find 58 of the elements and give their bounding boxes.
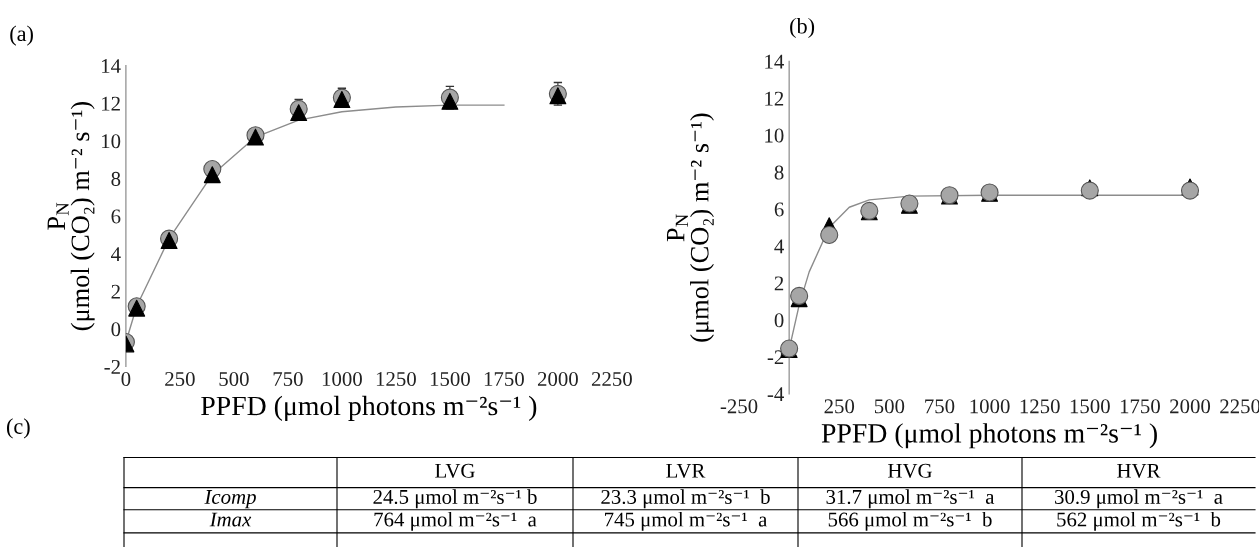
x-tick-label: 500 — [219, 371, 249, 387]
category-label: LVR — [666, 463, 706, 478]
y-axis-title: P$_{N}$ (μmol (CO₂) m⁻² s⁻¹) — [666, 113, 714, 342]
y-tick-label: 4 — [111, 247, 121, 261]
x-tick-label: 1000 — [322, 371, 362, 387]
x-tick-label: 250 — [165, 371, 195, 387]
y-tick-label: 0 — [111, 322, 121, 337]
text: 562 μmol m⁻²s⁻¹ b — [1057, 511, 1221, 531]
y-tick-label: 10 — [765, 128, 784, 143]
y-axis-title: P$_{N}$ (μmol (CO₂) m⁻² s⁻¹) — [47, 101, 95, 331]
category-label: LVG — [435, 463, 475, 478]
text: 24.5 μmol m⁻²s⁻¹ b — [373, 489, 537, 509]
y-tick-label: 12 — [765, 91, 784, 106]
text: 566 μmol m⁻²s⁻¹ b — [828, 511, 992, 531]
y-tick-label: 14 — [765, 54, 784, 69]
category-label: Imax — [209, 512, 252, 527]
x-tick-label: 2250 — [591, 371, 632, 387]
x-tick-label: 250 — [824, 399, 855, 414]
x-tick-label: 1500 — [430, 371, 470, 387]
x-tick-label: 500 — [874, 399, 905, 414]
text: 764 μmol m⁻²s⁻¹ a — [374, 511, 537, 531]
y-tick-label: 6 — [774, 202, 784, 217]
x-axis-title: PPFD (μmol photons m⁻²s⁻¹ ) — [821, 423, 1157, 449]
y-tick-label: 12 — [102, 96, 120, 111]
y-tick-label: 8 — [111, 171, 121, 186]
y-tick-label: -4 — [767, 387, 784, 402]
category-label: Icomp — [204, 490, 256, 509]
text: 30.9 μmol m⁻²s⁻¹ a — [1055, 489, 1223, 509]
y-tick-label: 14 — [102, 59, 121, 73]
x-tick-label: 2000 — [537, 371, 578, 387]
y-tick-label: 2 — [774, 276, 784, 291]
x-tick-label: 0 — [121, 371, 131, 387]
x-tick-label: 1250 — [1020, 399, 1060, 414]
y-tick-label: 2 — [111, 284, 120, 299]
y-tick-label: 4 — [774, 239, 784, 254]
y-tick-label: 6 — [111, 209, 121, 224]
x-axis-title: PPFD (μmol photons m⁻²s⁻¹ ) — [201, 395, 537, 422]
x-tick-label: 1500 — [1070, 399, 1110, 414]
x-tick-label: 1000 — [970, 399, 1010, 414]
text: (c) — [6, 418, 30, 439]
category-label: HVR — [1117, 463, 1161, 478]
chart-title: (b) — [790, 17, 815, 39]
y-tick-label: 8 — [774, 165, 784, 180]
text: 23.3 μmol m⁻²s⁻¹ b — [601, 489, 770, 509]
chart-title: (a) — [10, 25, 33, 46]
y-tick-label: 10 — [102, 134, 121, 149]
x-tick-label: 2000 — [1170, 399, 1211, 414]
text: 745 μmol m⁻²s⁻¹ a — [605, 511, 768, 531]
x-tick-label: 1750 — [484, 371, 524, 387]
x-tick-label: 1750 — [1120, 399, 1160, 414]
category-label: HVG — [888, 463, 932, 478]
y-tick-label: -2 — [104, 359, 120, 374]
x-tick-label: -250 — [720, 399, 758, 414]
y-tick-label: 0 — [774, 313, 784, 328]
x-tick-label: 750 — [925, 399, 955, 414]
x-tick-label: 750 — [273, 371, 303, 387]
text: 31.7 μmol m⁻²s⁻¹ a — [826, 489, 995, 509]
x-tick-label: 1250 — [376, 371, 416, 387]
